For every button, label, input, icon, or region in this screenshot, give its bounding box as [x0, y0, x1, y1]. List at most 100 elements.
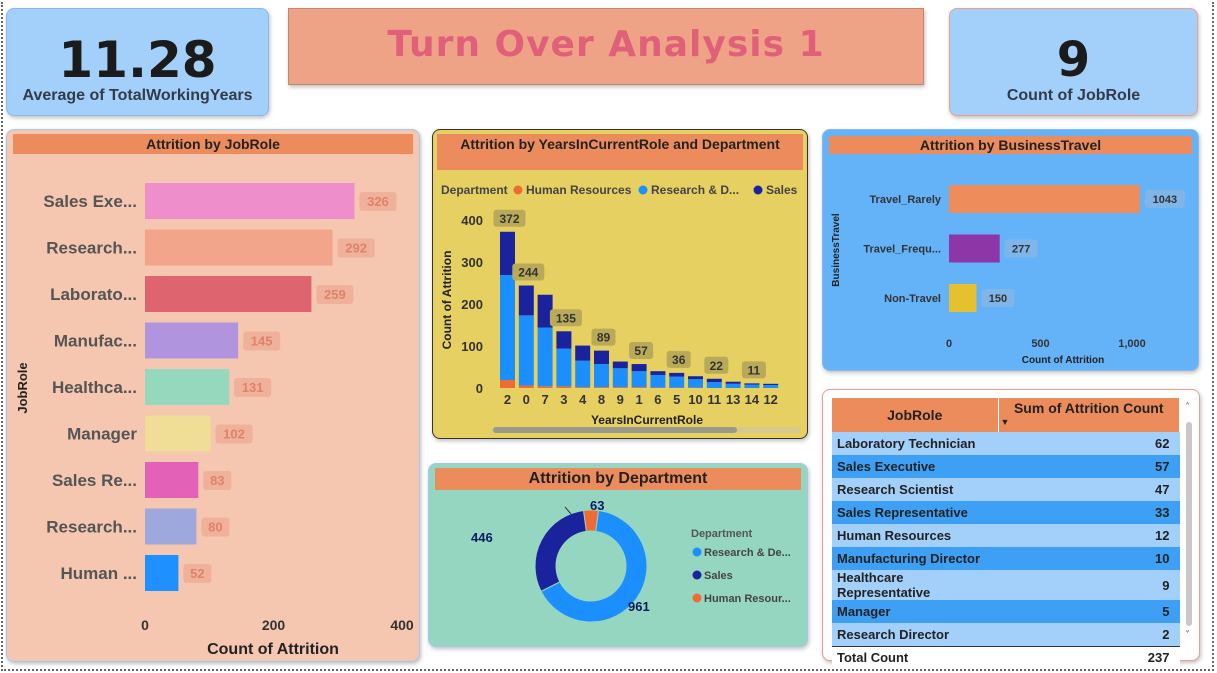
data-label-background	[549, 309, 582, 327]
table-row[interactable]: Sales Representative 33	[832, 501, 1180, 524]
data-label: 11	[748, 363, 761, 377]
data-label-background	[203, 471, 232, 490]
legend-label: Research & D...	[651, 183, 739, 197]
table-body: Laboratory Technician 62 Sales Executive 57…	[832, 432, 1180, 668]
bar	[949, 284, 977, 312]
stacked-bar-segment	[706, 378, 722, 383]
stacked-bar-segment	[763, 385, 779, 388]
data-label-background	[234, 378, 272, 397]
jobrole-attrition-table[interactable]: JobRole Sum of Attrition Count ▼ Laborat…	[822, 389, 1200, 668]
stacked-bar-segment	[594, 364, 609, 388]
data-label-background	[493, 209, 526, 227]
column-header-label: Sum of Attrition Count	[1013, 400, 1164, 416]
jobrole-cell: Healthcare Representative	[832, 570, 998, 600]
data-label-background	[1144, 190, 1185, 208]
table-scrollbar[interactable]: ˄ ˅	[1183, 398, 1195, 646]
stacked-bar-segment	[500, 231, 515, 276]
data-label: 57	[634, 344, 648, 358]
stacked-bar-segment	[669, 372, 685, 377]
jobrole-cell: Sales Executive	[832, 455, 998, 478]
column-header-attrition-sum[interactable]: Sum of Attrition Count ▼	[998, 398, 1180, 432]
data-label-background	[183, 564, 212, 583]
scroll-up-icon[interactable]: ˄	[1185, 402, 1190, 413]
table-row[interactable]: Healthcare Representative 9	[832, 570, 1180, 600]
data-label-background	[591, 328, 616, 346]
total-value: 237	[998, 645, 1180, 668]
data-label: 63	[590, 498, 604, 513]
attrition-count-cell: 12	[998, 524, 1180, 547]
stacked-bar-segment	[725, 381, 741, 384]
table-row[interactable]: Research Scientist 47	[832, 478, 1180, 501]
category-label: Non-Travel	[884, 293, 941, 305]
data-label: 372	[499, 212, 519, 226]
table-row[interactable]: Sales Executive 57	[832, 455, 1180, 478]
data-label-background	[741, 361, 766, 379]
scroll-thumb[interactable]	[1186, 422, 1192, 626]
x-axis-title: Count of Attrition	[1022, 355, 1104, 366]
data-label-background	[981, 289, 1015, 307]
bar	[145, 462, 199, 498]
x-tick-label: 11	[707, 392, 721, 407]
table-row[interactable]: Manufacturing Director 10	[832, 547, 1180, 570]
x-tick-label: 7	[541, 392, 548, 407]
legend-label: Sales	[766, 183, 798, 197]
data-label-background	[243, 331, 281, 351]
column-header-jobrole[interactable]: JobRole	[832, 398, 999, 432]
stacked-bar-segment	[518, 315, 534, 386]
data-label: 961	[628, 599, 650, 614]
chart-attrition-by-department[interactable]: Attrition by Department 63 961 446 Departme…	[428, 463, 808, 647]
table-row[interactable]: Human Resources 12	[832, 524, 1180, 547]
chart-title: Attrition by Department	[435, 468, 801, 490]
stacked-bar-segment	[556, 331, 572, 349]
y-axis-title: Count of Attrition	[440, 251, 454, 350]
scroll-down-icon[interactable]: ˅	[1185, 630, 1190, 641]
stacked-bar-segment	[725, 383, 741, 388]
jobrole-cell: Manufacturing Director	[832, 547, 998, 570]
chart-attrition-by-jobrole[interactable]: Attrition by JobRole Sales Exe... 326 Rese…	[6, 129, 420, 662]
x-axis-title: Count of Attrition	[207, 641, 339, 658]
legend-title: Department	[441, 183, 508, 197]
bar	[949, 185, 1140, 213]
jobrole-cell: Sales Representative	[832, 501, 998, 524]
x-tick-label: 200	[262, 617, 286, 633]
bar	[145, 369, 230, 405]
stacked-bar-segment	[612, 361, 628, 369]
legend-title: Department	[691, 528, 752, 540]
chart-attrition-by-years[interactable]: Attrition by YearsInCurrentRole and Depa…	[432, 129, 808, 439]
legend-marker	[692, 570, 702, 580]
x-tick-label: 5	[673, 392, 680, 407]
stacked-bar-segment	[650, 374, 666, 388]
stacked-bar-segment	[688, 376, 703, 380]
kpi-card-count-jobrole[interactable]: 9 Count of JobRole	[949, 8, 1198, 116]
table-row[interactable]: Research Director 2	[832, 623, 1180, 646]
legend-marker	[513, 185, 523, 195]
jobrole-cell: Human Resources	[832, 524, 998, 547]
jobrole-cell: Manager	[832, 600, 998, 623]
category-label: Laborato...	[50, 285, 137, 304]
data-label: 326	[367, 194, 389, 209]
bar	[145, 183, 355, 219]
table-row[interactable]: Manager 5	[832, 600, 1180, 623]
category-label: Healthca...	[52, 378, 137, 397]
y-tick-label: 400	[461, 213, 483, 228]
legend-label: Human Resour...	[704, 593, 791, 605]
stacked-bar-segment	[763, 383, 779, 386]
attrition-count-cell: 10	[998, 547, 1180, 570]
category-label: Manager	[67, 425, 137, 444]
stacked-bar-segment	[631, 364, 647, 372]
kpi-card-total-working-years[interactable]: 11.28 Average of TotalWorkingYears	[6, 8, 269, 116]
travel-bar-chart: Travel_Rarely 1043 Travel_Frequ... 277 Non-T…	[831, 185, 1185, 366]
stacked-bar-segment	[650, 371, 666, 375]
data-label: 131	[242, 380, 264, 395]
x-tick-label: 1	[635, 392, 642, 407]
stacked-bar-segment	[688, 379, 703, 388]
report-title: Turn Over Analysis 1	[387, 24, 825, 65]
stacked-bar-segment	[612, 387, 628, 388]
table-row[interactable]: Laboratory Technician 62	[832, 432, 1180, 455]
matrix-table: JobRole Sum of Attrition Count ▼ Laborat…	[832, 398, 1180, 668]
legend-marker	[692, 547, 702, 557]
bar	[145, 322, 239, 359]
chart-attrition-by-travel[interactable]: Attrition by BusinessTravel Travel_Rarel…	[822, 129, 1199, 371]
legend-marker	[753, 185, 763, 195]
